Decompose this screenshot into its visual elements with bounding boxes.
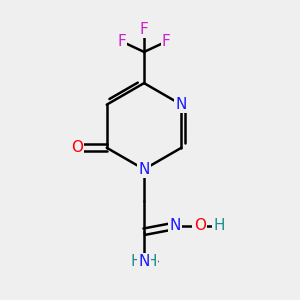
Text: N: N [176, 97, 187, 112]
Text: N: N [169, 218, 181, 233]
Text: O: O [194, 218, 206, 233]
Text: F: F [117, 34, 126, 49]
Text: N: N [138, 254, 150, 269]
Text: O: O [71, 140, 83, 155]
Text: F: F [162, 34, 171, 49]
Text: N: N [138, 162, 150, 177]
Text: F: F [140, 22, 148, 37]
Text: H: H [213, 218, 225, 233]
Text: H: H [131, 254, 142, 269]
Text: H: H [146, 254, 157, 269]
